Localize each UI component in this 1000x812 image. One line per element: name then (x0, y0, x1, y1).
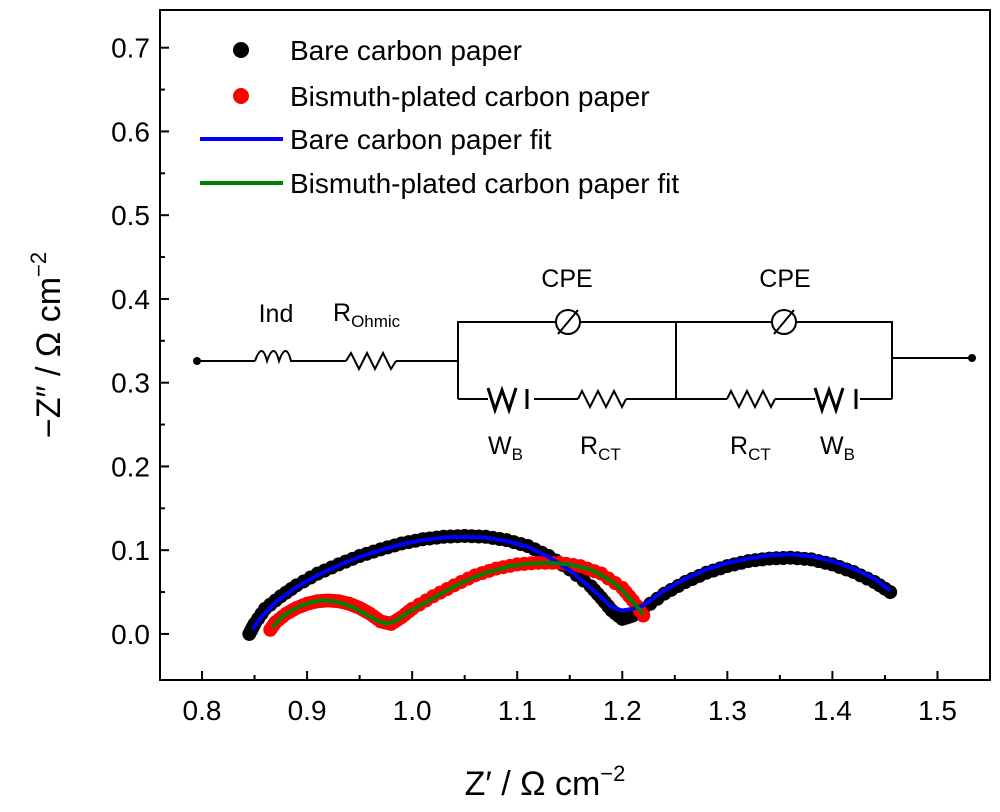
y-tick-label: 0.4 (111, 284, 150, 315)
label-wb-left-main: W (488, 432, 512, 460)
y-axis-title-sup: −2 (26, 252, 51, 277)
y-axis-title: −Z″ / Ω cm−2 (26, 252, 68, 438)
resistor-ohmic-icon (345, 350, 397, 372)
warburg-right-icon (813, 385, 858, 415)
x-tick-label: 1.5 (918, 695, 957, 726)
resistor-ct-right-icon (726, 388, 776, 410)
legend-marker (233, 42, 249, 58)
series-bare-carbon-paper (242, 528, 898, 641)
cpe-left-icon (555, 309, 581, 335)
label-cpe-left: CPE (541, 265, 592, 293)
x-axis-title-sup: −2 (600, 761, 625, 786)
label-wb-right-sub: B (844, 445, 855, 464)
label-wb-right-main: W (820, 432, 844, 460)
y-tick-label: 0.7 (111, 33, 150, 64)
resistor-ct-left-icon (577, 388, 627, 410)
label-wb-left-sub: B (512, 445, 523, 464)
data-layer (242, 528, 898, 641)
label-cpe-right: CPE (759, 265, 810, 293)
label-r-ohmic: ROhmic (333, 299, 401, 331)
x-tick-label: 1.3 (708, 695, 747, 726)
legend-marker (233, 88, 249, 104)
x-axis-title-main: Z′ / Ω cm (465, 765, 601, 803)
label-ind: Ind (259, 300, 294, 328)
y-tick-label: 0.0 (111, 619, 150, 650)
x-tick-label: 1.2 (603, 695, 642, 726)
x-tick-label: 1.0 (393, 695, 432, 726)
warburg-left-icon (486, 385, 529, 415)
y-tick-label: 0.3 (111, 368, 150, 399)
label-rct-left-sub: CT (598, 445, 621, 464)
label-rct-right-main: R (730, 432, 748, 460)
legend: Bare carbon paper Bismuth-plated carbon p… (200, 35, 679, 199)
y-axis-title-main: −Z″ / Ω cm (30, 277, 68, 438)
label-rct-left-main: R (580, 432, 598, 460)
legend-label: Bare carbon paper fit (290, 124, 552, 155)
cpe-right-icon (771, 309, 797, 335)
x-tick-labels: 0.8 0.9 1.0 1.1 1.2 1.3 1.4 1.5 (183, 695, 957, 726)
y-tick-label: 0.1 (111, 535, 150, 566)
label-rct-right-sub: CT (748, 445, 771, 464)
label-r-ohmic-main: R (333, 299, 351, 327)
x-tick-label: 0.8 (183, 695, 222, 726)
x-tick-label: 1.1 (498, 695, 537, 726)
y-tick-label: 0.5 (111, 200, 150, 231)
x-tick-label: 1.4 (813, 695, 852, 726)
legend-label: Bismuth-plated carbon paper (290, 81, 650, 112)
axis-ticks (160, 46, 939, 680)
x-axis-title: Z′ / Ω cm−2 (465, 761, 626, 803)
legend-label: Bare carbon paper (290, 35, 522, 66)
inductor-icon (254, 350, 299, 365)
legend-label: Bismuth-plated carbon paper fit (290, 168, 679, 199)
series-line-bare-carbon-paper-fit (250, 534, 892, 631)
series-line-bismuth-plated-carbon-paper-fit (270, 560, 645, 629)
label-wb-left: WB (488, 432, 523, 464)
label-rct-right: RCT (730, 432, 771, 464)
label-rct-left: RCT (580, 432, 621, 464)
y-tick-label: 0.2 (111, 451, 150, 482)
label-r-ohmic-sub: Ohmic (351, 312, 401, 331)
y-tick-labels: 0.0 0.1 0.2 0.3 0.4 0.5 0.6 0.7 (111, 33, 150, 650)
x-tick-label: 0.9 (288, 695, 327, 726)
equivalent-circuit (193, 309, 976, 415)
y-tick-label: 0.6 (111, 116, 150, 147)
plot-frame (159, 9, 991, 681)
label-wb-right: WB (820, 432, 855, 464)
